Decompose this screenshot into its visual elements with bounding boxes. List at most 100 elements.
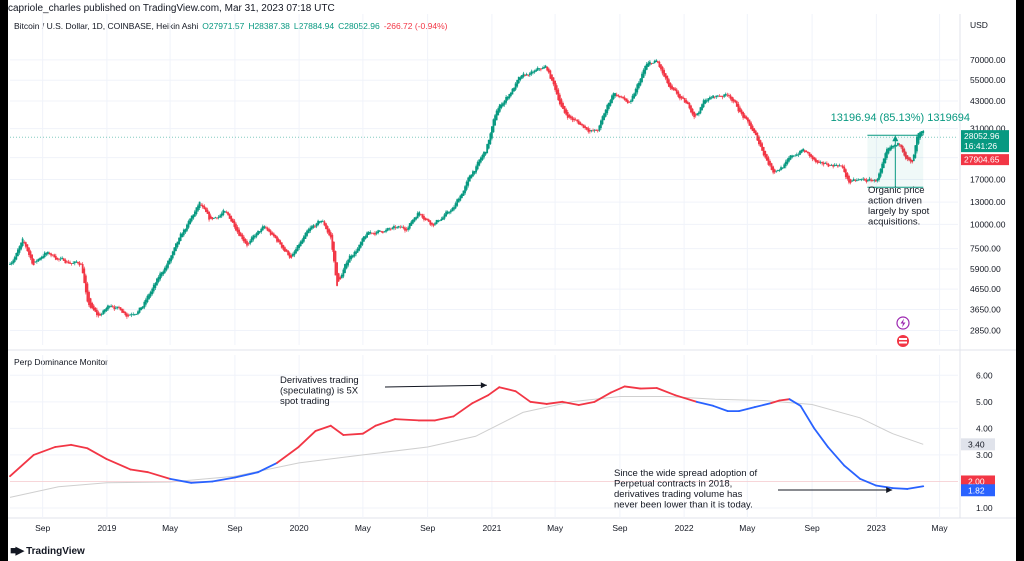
candle-body <box>356 248 359 253</box>
ohlc-close: C28052.96 <box>338 21 380 31</box>
dominance-series-segment <box>674 394 698 403</box>
candle-body <box>219 215 222 218</box>
candle-body <box>688 102 691 109</box>
candle-body <box>587 128 590 132</box>
candle-body <box>102 310 105 315</box>
candle-body <box>35 260 38 262</box>
candle-body <box>100 313 103 315</box>
candle-body <box>833 164 836 166</box>
candle-body <box>530 71 533 75</box>
candle-body <box>317 220 319 225</box>
candle-body <box>911 159 914 163</box>
candle-body <box>266 227 269 231</box>
candle-body <box>704 99 707 104</box>
tradingview-logo[interactable]: ■▶ TradingView <box>10 544 85 557</box>
candle-body <box>887 147 890 154</box>
candle-body <box>69 262 71 264</box>
candle-body <box>871 180 874 182</box>
candle-body <box>17 249 19 257</box>
candle-body <box>326 226 329 233</box>
candle-body <box>860 178 863 180</box>
candle-body <box>448 212 451 213</box>
candle-body <box>381 231 384 233</box>
candle-body <box>103 309 106 313</box>
dominance-series-segment <box>54 443 72 448</box>
candle-body <box>772 166 775 173</box>
candle-body <box>914 145 917 158</box>
candle-body <box>222 210 225 215</box>
dominance-series-segment <box>471 394 490 405</box>
candle-body <box>577 120 580 125</box>
candle-body <box>576 119 579 122</box>
candle-body <box>233 220 236 227</box>
candle-body <box>720 96 722 97</box>
candle-body <box>565 109 568 115</box>
candle-body <box>192 214 195 219</box>
us-flag-icon[interactable] <box>897 335 909 347</box>
candle-body <box>691 108 694 115</box>
indicator-legend[interactable]: Perp Dominance Monitor <box>14 357 109 367</box>
candle-body <box>544 65 547 68</box>
candle-body <box>607 102 610 109</box>
symbol-name[interactable]: Bitcoin / U.S. Dollar, 1D, COINBASE, Hei… <box>14 21 199 31</box>
candle-body <box>740 109 743 114</box>
candle-body <box>62 258 65 261</box>
candle-body <box>138 307 141 313</box>
time-tick-label: Sep <box>35 523 50 533</box>
candle-body <box>462 190 465 197</box>
candle-body <box>486 144 489 154</box>
candle-body <box>751 125 754 132</box>
candle-body <box>59 258 62 260</box>
candle-body <box>446 211 449 214</box>
candle-body <box>832 165 835 167</box>
candle-body <box>367 232 370 235</box>
candle-body <box>560 99 563 107</box>
candle-body <box>516 79 519 87</box>
candle-body <box>893 145 896 147</box>
dominance-series-segment <box>342 432 364 436</box>
candle-body <box>517 76 520 84</box>
candle-body <box>81 264 84 274</box>
candle-body <box>77 261 79 264</box>
candle-body <box>418 212 421 216</box>
price-tick-label: 13000.00 <box>970 197 1006 207</box>
candle-body <box>119 307 122 311</box>
candle-body <box>759 140 762 147</box>
candle-body <box>822 162 825 165</box>
candle-body <box>655 60 658 63</box>
candle-body <box>156 278 158 286</box>
candle-body <box>848 175 850 183</box>
candle-body <box>380 230 383 232</box>
measure-label: 13196.94 (85.13%) 1319694 <box>831 112 970 124</box>
candle-body <box>667 79 670 87</box>
candle-body <box>388 228 391 230</box>
candle-body <box>369 231 372 234</box>
candle-body <box>775 170 778 172</box>
candle-body <box>810 154 812 158</box>
candle-body <box>405 229 408 231</box>
candle-body <box>630 100 632 102</box>
candle-body <box>671 85 673 90</box>
candle-body <box>814 158 817 162</box>
candle-body <box>42 256 45 258</box>
candle-body <box>246 241 248 246</box>
dominance-series-segment <box>827 446 846 467</box>
candle-body <box>528 73 531 76</box>
candle-body <box>132 314 135 316</box>
candle-body <box>794 155 797 157</box>
candle-body <box>288 252 291 258</box>
candle-body <box>663 70 666 77</box>
candle-body <box>236 227 239 233</box>
candle-body <box>223 211 226 213</box>
candle-body <box>527 74 530 76</box>
candle-body <box>413 217 416 222</box>
candle-body <box>566 111 569 118</box>
dominance-series-segment <box>788 398 802 407</box>
candle-body <box>318 221 321 223</box>
candle-body <box>70 263 73 264</box>
candle-body <box>710 97 713 99</box>
candle-body <box>464 186 466 194</box>
candle-body <box>503 100 506 105</box>
time-tick-label: Sep <box>420 523 435 533</box>
